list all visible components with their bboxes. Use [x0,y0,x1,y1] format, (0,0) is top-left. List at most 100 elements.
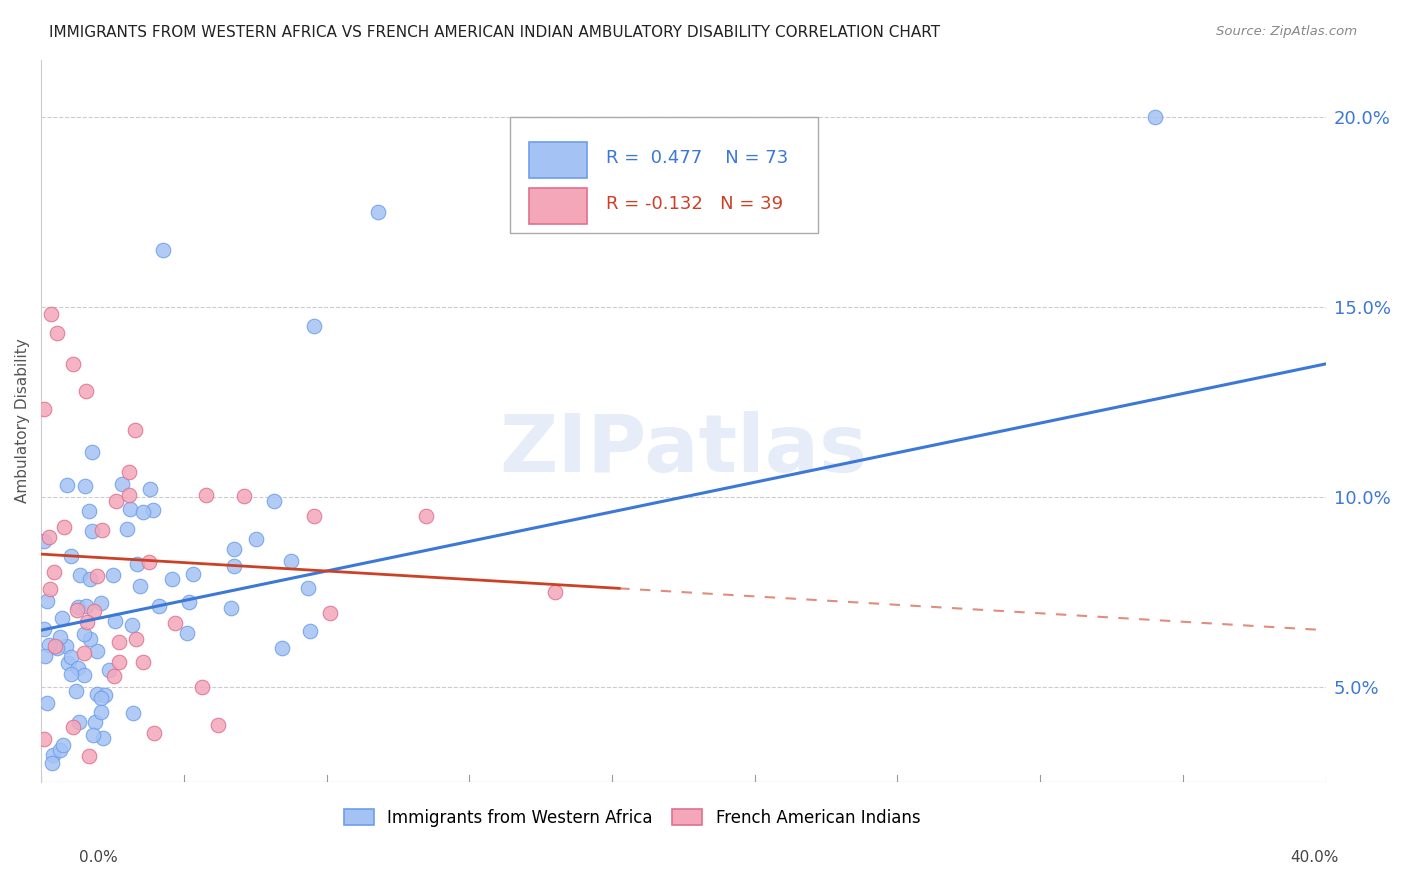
Point [62,720,84,734]
FancyBboxPatch shape [529,188,588,225]
Text: ZIPatlas: ZIPatlas [499,411,868,489]
Point [103,669,125,683]
Point [195,488,218,502]
Point [82,445,104,459]
Point [37,697,59,711]
Point [124,423,146,437]
Point [132,655,155,669]
Point [160,572,183,586]
Point [75,384,97,398]
Point [94,688,117,702]
Text: R = -0.132   N = 39: R = -0.132 N = 39 [606,195,783,213]
Point [69,568,91,582]
Point [59,667,82,681]
Point [48,743,70,757]
Point [152,243,174,257]
FancyBboxPatch shape [529,142,588,178]
Point [75,478,97,492]
Point [39,308,62,322]
Point [299,624,322,638]
Legend: Immigrants from Western Africa, French American Indians: Immigrants from Western Africa, French A… [335,801,929,836]
Point [91,731,114,745]
Point [148,599,170,613]
Point [56,477,79,491]
Point [34,622,56,636]
Point [118,465,141,479]
Text: R =  0.477    N = 73: R = 0.477 N = 73 [606,149,789,167]
Point [60,650,83,665]
Point [86,644,108,658]
Point [125,632,148,647]
Point [86,687,108,701]
Point [80,524,103,539]
Point [115,522,138,536]
Point [79,748,101,763]
Point [544,585,567,599]
Point [142,726,165,740]
Text: 0.0%: 0.0% [79,850,118,865]
Point [181,567,204,582]
Point [104,614,127,628]
Point [35,594,58,608]
Point [72,646,94,660]
Point [86,569,108,583]
Point [52,738,75,752]
Point [79,632,101,646]
Point [46,640,69,655]
Point [118,487,141,501]
Point [90,596,112,610]
Point [39,582,62,597]
Point [280,554,302,568]
Point [207,718,229,732]
Point [66,600,89,615]
Point [121,618,143,632]
Point [132,505,155,519]
Text: IMMIGRANTS FROM WESTERN AFRICA VS FRENCH AMERICAN INDIAN AMBULATORY DISABILITY C: IMMIGRANTS FROM WESTERN AFRICA VS FRENCH… [49,25,941,40]
Point [67,714,90,729]
Point [65,684,87,698]
Point [98,664,121,678]
Point [52,519,75,533]
Point [221,601,243,615]
Point [367,204,389,219]
Point [108,655,131,669]
Point [297,582,319,596]
Point [222,559,245,574]
Point [104,493,127,508]
Point [55,639,77,653]
Point [66,603,89,617]
Point [34,534,56,549]
Point [34,648,56,663]
Point [46,326,69,341]
Point [76,615,98,629]
Point [302,509,325,524]
Point [38,530,60,544]
Point [245,532,267,546]
Point [176,626,198,640]
Point [42,565,65,579]
Point [190,680,212,694]
Point [49,631,72,645]
Point [75,599,97,613]
Y-axis label: Ambulatory Disability: Ambulatory Disability [15,339,30,503]
Point [59,549,82,563]
Point [67,661,90,675]
Point [51,610,73,624]
Point [58,657,80,671]
Point [270,640,292,655]
Point [141,502,163,516]
Point [62,357,84,371]
Point [263,493,285,508]
Point [82,728,104,742]
Point [89,705,111,719]
Point [41,747,63,762]
Point [108,635,131,649]
Point [138,555,160,569]
Point [118,502,141,516]
Point [302,318,325,333]
Point [73,627,96,641]
Point [73,668,96,682]
Point [34,731,56,746]
Point [44,639,66,653]
Point [163,616,186,631]
